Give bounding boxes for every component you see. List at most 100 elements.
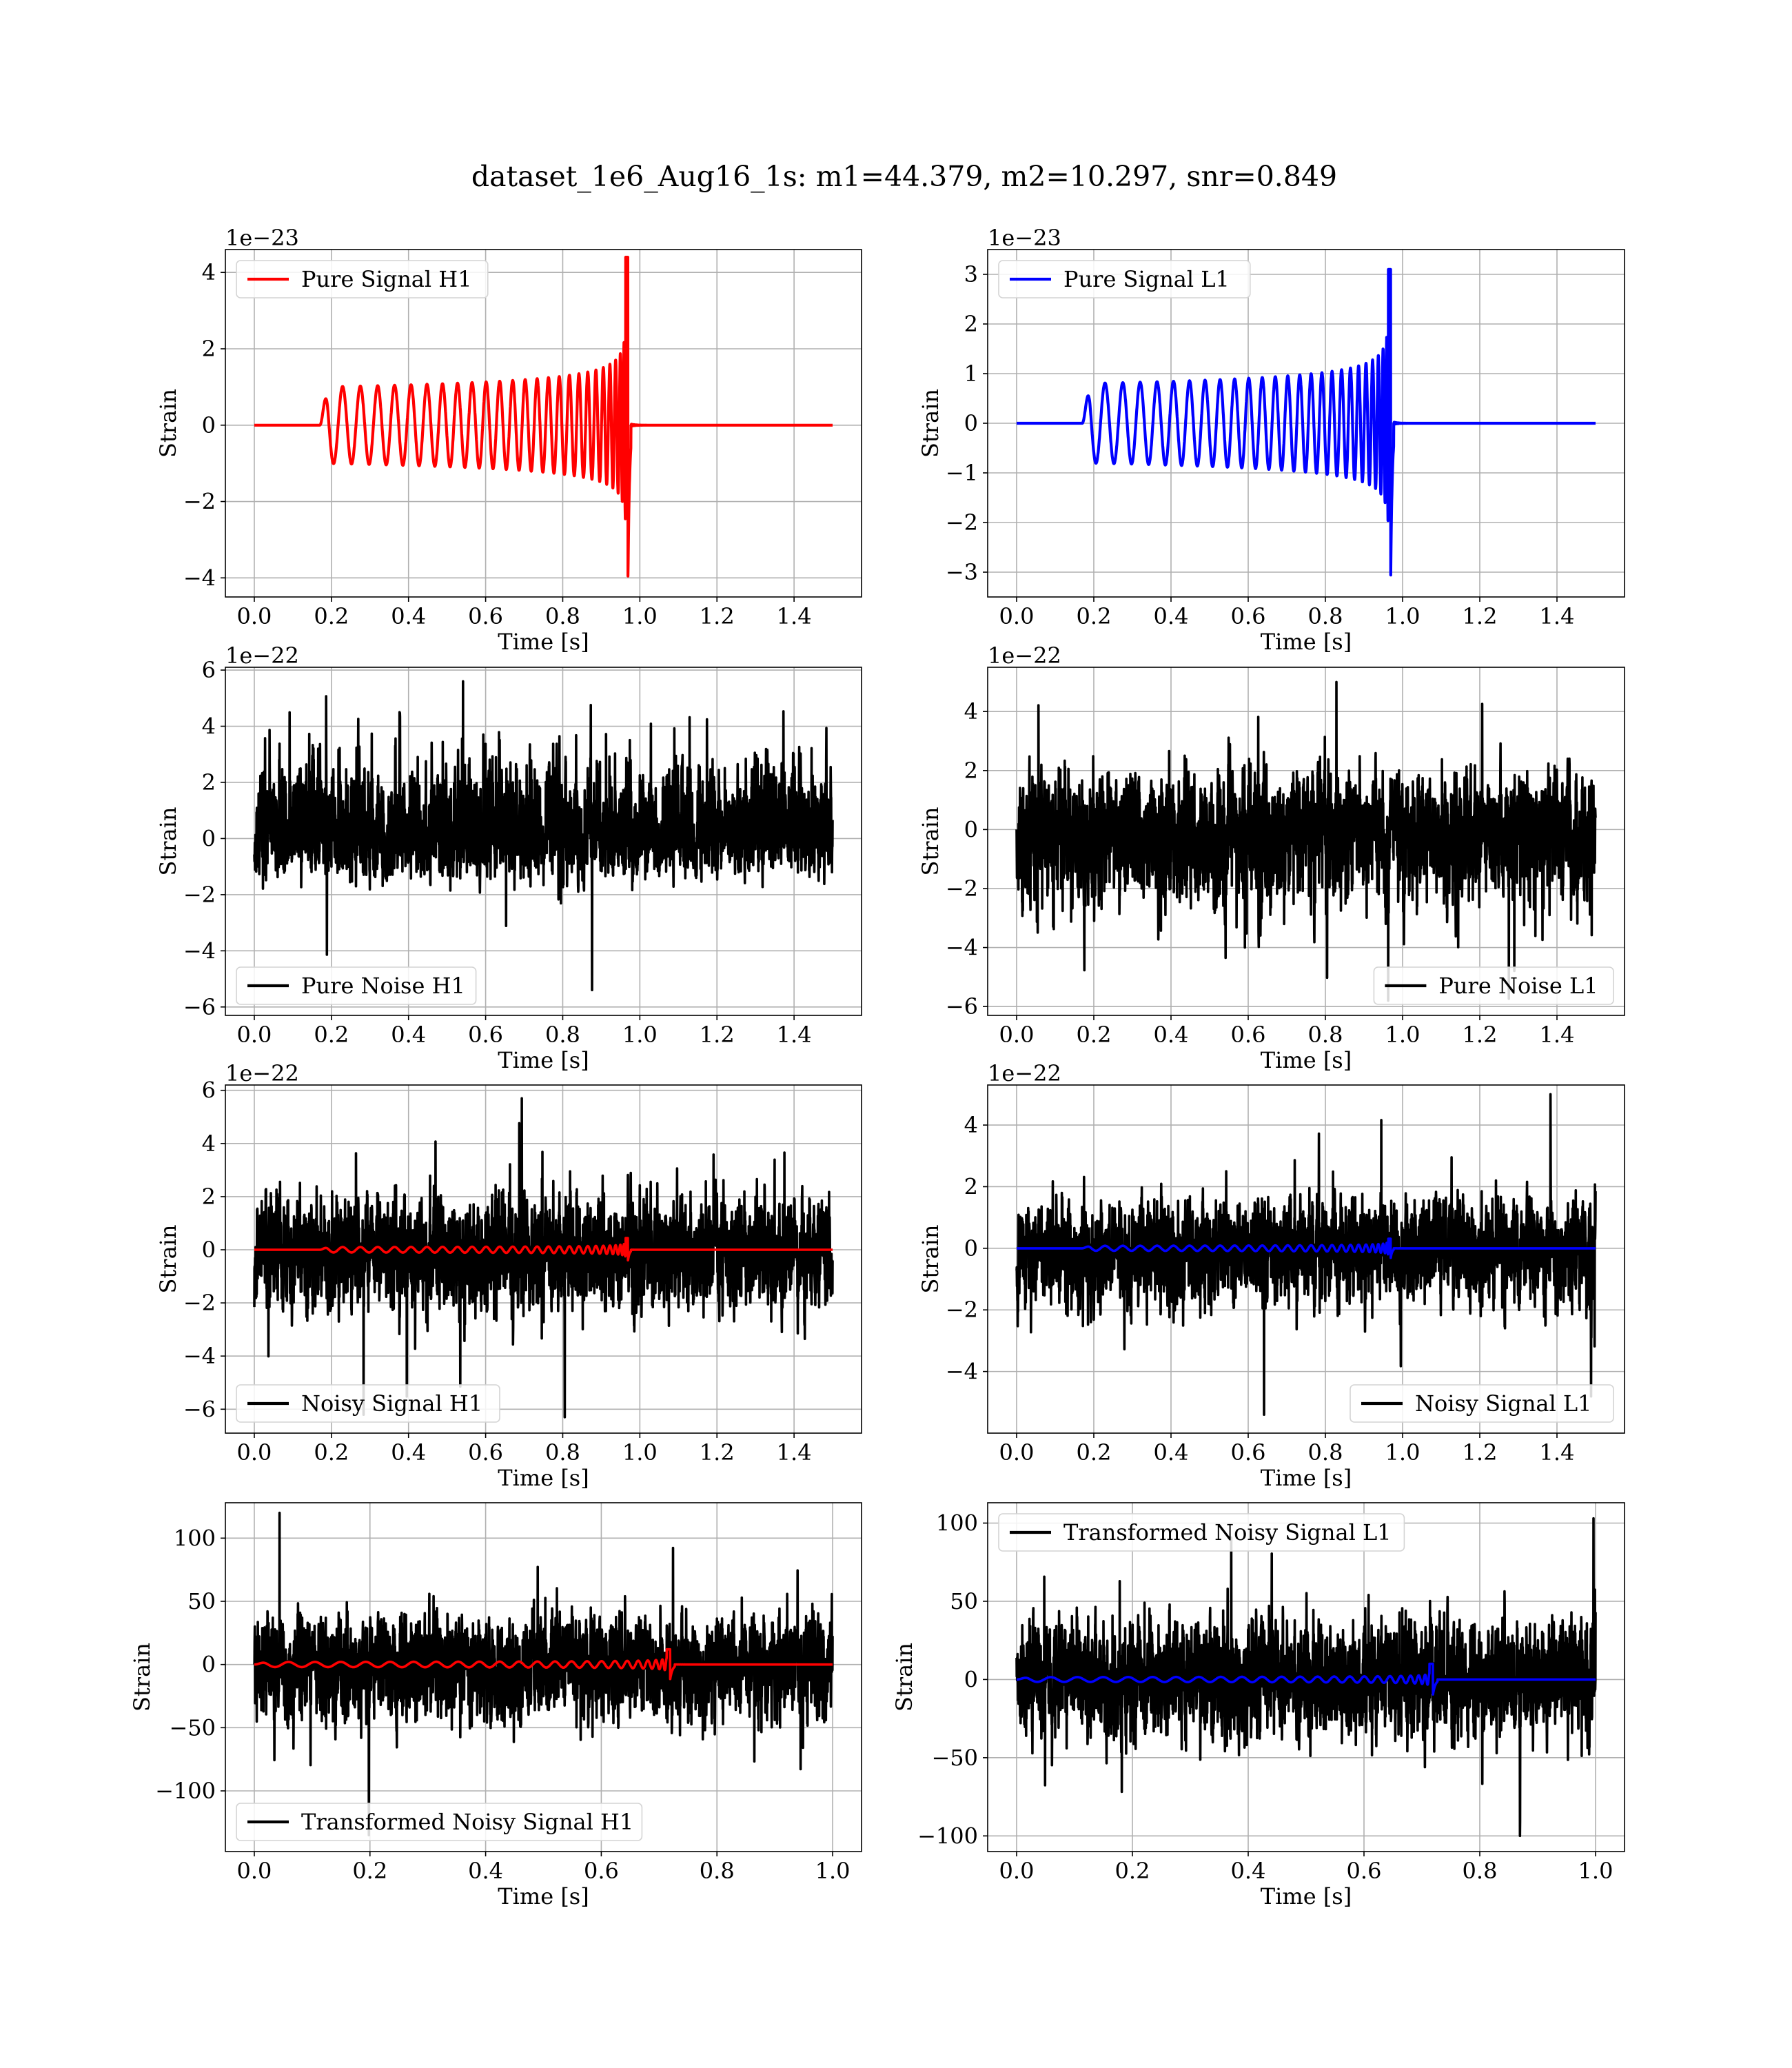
y-tick-label: 2 [202, 769, 216, 795]
x-tick-label: 0.6 [1231, 1022, 1266, 1048]
y-tick-label: −2 [183, 489, 216, 515]
y-axis-label: Strain [917, 389, 944, 458]
y-tick-label: 2 [964, 758, 978, 784]
y-tick-label: 4 [202, 1131, 216, 1157]
x-tick-label: 0.6 [468, 1439, 503, 1466]
y-tick-label: 4 [202, 259, 216, 285]
x-axis-label: Time [s] [1261, 1465, 1352, 1491]
x-tick-label: 0.8 [700, 1858, 735, 1884]
y-tick-label: −4 [946, 935, 978, 961]
plot-area [253, 680, 834, 992]
x-axis-label: Time [s] [498, 1465, 589, 1491]
x-tick-label: 1.4 [777, 1022, 812, 1048]
axes-frame [225, 1084, 862, 1434]
y-tick-label: 6 [202, 1077, 216, 1104]
x-axis-label: Time [s] [498, 1047, 589, 1073]
y-tick-label: −4 [183, 565, 216, 591]
plot-area [1015, 680, 1597, 1002]
x-tick-label: 0.2 [1077, 1022, 1112, 1048]
x-tick-label: 0.4 [391, 1022, 426, 1048]
legend-box [236, 1384, 500, 1423]
x-tick-label: 1.0 [1385, 603, 1421, 629]
y-tick-label: −6 [946, 993, 978, 1020]
x-axis-label: Time [s] [1261, 629, 1352, 655]
y-tick-label: 0 [964, 1666, 978, 1692]
y-tick-label: −100 [917, 1823, 978, 1849]
offset-label: 1e−22 [225, 642, 299, 669]
y-tick-label: 4 [202, 713, 216, 740]
legend: Transformed Noisy Signal L1 [998, 1513, 1405, 1552]
y-axis-label: Strain [155, 1225, 181, 1294]
x-tick-label: 0.0 [237, 1022, 272, 1048]
plot-area [1015, 1093, 1597, 1416]
y-tick-label: 2 [964, 1173, 978, 1199]
plot-area [253, 256, 834, 578]
x-tick-label: 0.6 [468, 603, 503, 629]
offset-label: 1e−23 [225, 225, 299, 251]
x-tick-label: 0.2 [352, 1858, 387, 1884]
offset-label: 1e−22 [988, 642, 1061, 669]
y-tick-label: 0 [202, 1652, 216, 1678]
y-tick-label: −2 [183, 882, 216, 908]
series-line-0 [253, 1511, 834, 1836]
x-tick-label: 1.4 [777, 603, 812, 629]
y-tick-label: −2 [946, 509, 978, 536]
axes-frame [987, 667, 1625, 1016]
y-tick-label: −2 [946, 1297, 978, 1323]
legend-box [236, 966, 477, 1005]
panel-pure-signal-l1: 0.0 0.2 0.4 0.6 0.8 1.0 1.2 1.4 −3 −2 −1 0 1 2 3 Time [… [917, 225, 1625, 655]
y-tick-label: 0 [202, 1237, 216, 1263]
x-tick-label: 1.2 [1463, 1022, 1498, 1048]
legend-label: Transformed Noisy Signal H1 [301, 1809, 633, 1835]
y-tick-label: −6 [183, 1396, 216, 1422]
panels: 0.0 0.2 0.4 0.6 0.8 1.0 1.2 1.4 −4 −2 0 2 4 Time [s] S… [129, 225, 1625, 1909]
y-axis-label: Strain [129, 1643, 155, 1712]
legend-label: Pure Noise H1 [301, 973, 465, 999]
axes-frame [225, 667, 862, 1016]
x-axis-label: Time [s] [498, 629, 589, 655]
series-line-0 [1015, 1517, 1597, 1838]
y-tick-label: 0 [964, 1235, 978, 1261]
panel-pure-signal-h1: 0.0 0.2 0.4 0.6 0.8 1.0 1.2 1.4 −4 −2 0 2 4 Time [s] S… [155, 225, 862, 655]
y-tick-label: −50 [169, 1714, 216, 1741]
y-tick-label: 100 [174, 1525, 216, 1551]
y-tick-label: 4 [964, 698, 978, 724]
x-tick-label: 0.4 [391, 1439, 426, 1466]
x-axis-label: Time [s] [1261, 1883, 1352, 1909]
y-tick-label: 1 [964, 361, 978, 387]
x-tick-label: 0.8 [545, 1439, 580, 1466]
legend-box [236, 260, 489, 298]
x-tick-label: 1.0 [1385, 1022, 1421, 1048]
y-tick-label: −4 [183, 937, 216, 964]
series-line-0 [253, 256, 834, 578]
figure-title: dataset_1e6_Aug16_1s: m1=44.379, m2=10.2… [471, 160, 1337, 193]
x-tick-label: 0.4 [1231, 1858, 1266, 1884]
legend-label: Pure Noise L1 [1438, 973, 1598, 999]
x-tick-label: 1.4 [1540, 1439, 1575, 1466]
y-tick-label: 50 [187, 1588, 216, 1614]
x-tick-label: 0.2 [1077, 603, 1112, 629]
x-tick-label: 1.0 [622, 1439, 658, 1466]
plot-area [1015, 267, 1597, 577]
x-tick-label: 0.8 [1308, 1022, 1343, 1048]
series-line-0 [1015, 1093, 1597, 1416]
y-tick-label: 0 [202, 412, 216, 438]
series-line-1 [253, 1237, 834, 1261]
x-tick-label: 0.0 [237, 1858, 272, 1884]
y-tick-label: −2 [183, 1290, 216, 1316]
x-tick-label: 1.2 [1463, 603, 1498, 629]
x-tick-label: 0.4 [391, 603, 426, 629]
legend: Pure Noise H1 [236, 966, 477, 1005]
plot-area [253, 1097, 834, 1419]
x-tick-label: 0.4 [1154, 603, 1189, 629]
y-tick-label: 4 [964, 1112, 978, 1138]
series-line-1 [1015, 1237, 1597, 1259]
panel-pure-noise-l1: 0.0 0.2 0.4 0.6 0.8 1.0 1.2 1.4 −6 −4 −2 0 2 4 Time [s… [917, 642, 1625, 1073]
axes-frame [225, 249, 862, 598]
y-tick-label: −50 [931, 1745, 978, 1771]
legend: Noisy Signal H1 [236, 1384, 500, 1423]
y-tick-label: 2 [202, 336, 216, 362]
y-axis-label: Strain [155, 389, 181, 458]
y-tick-label: −4 [183, 1343, 216, 1369]
